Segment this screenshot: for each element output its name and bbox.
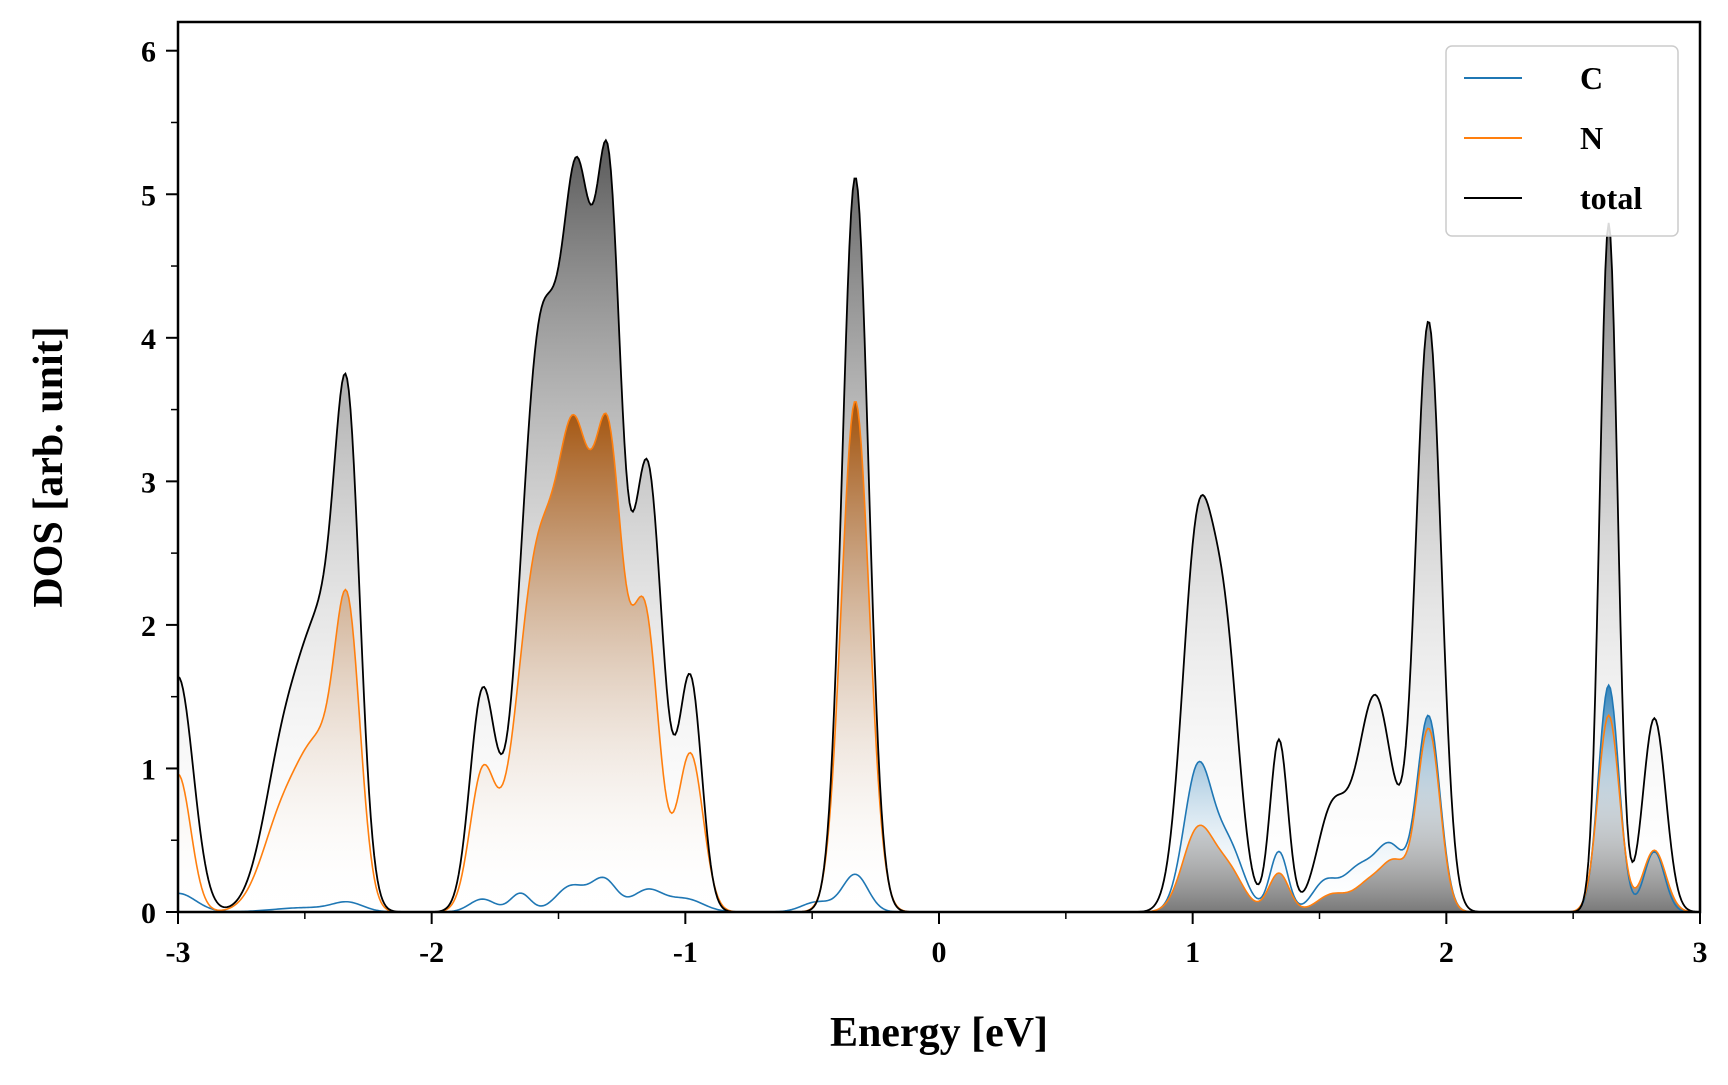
series-line-n bbox=[178, 401, 1700, 912]
x-tick-label: 2 bbox=[1439, 936, 1454, 969]
legend-label-total: total bbox=[1580, 180, 1642, 216]
y-tick-label: 4 bbox=[141, 323, 156, 356]
axes-layer: -3 -2 -1 0 1 2 3 0 1 2 3 4 5 6 bbox=[141, 20, 1708, 969]
x-tick-label: -3 bbox=[166, 936, 191, 969]
c-area-fill bbox=[178, 685, 1700, 912]
n-area-fill bbox=[178, 401, 1700, 912]
series-line-c bbox=[178, 683, 1700, 912]
n-conduction-fill bbox=[178, 715, 1700, 912]
x-tick-label: 1 bbox=[1185, 936, 1200, 969]
y-tick-label: 2 bbox=[141, 610, 156, 643]
legend-label-c: C bbox=[1580, 60, 1603, 96]
x-tick-label: 3 bbox=[1693, 936, 1708, 969]
y-tick-label: 1 bbox=[141, 753, 156, 786]
legend-box bbox=[1445, 45, 1679, 237]
x-tick-label: -2 bbox=[419, 936, 444, 969]
total-area-fill bbox=[178, 140, 1700, 912]
area-layer bbox=[178, 140, 1700, 912]
y-tick-label: 6 bbox=[141, 36, 156, 69]
y-tick-label: 0 bbox=[141, 897, 156, 930]
y-tick-label: 5 bbox=[141, 179, 156, 212]
x-tick-label: 0 bbox=[932, 936, 947, 969]
x-axis-title: Energy [eV] bbox=[830, 1010, 1048, 1056]
line-layer bbox=[178, 138, 1700, 912]
series-line-total bbox=[178, 138, 1700, 912]
y-axis-title: DOS [arb. unit] bbox=[26, 326, 72, 607]
x-tick-label: -1 bbox=[673, 936, 698, 969]
y-tick-label: 3 bbox=[141, 466, 156, 499]
legend-label-n: N bbox=[1580, 120, 1603, 156]
